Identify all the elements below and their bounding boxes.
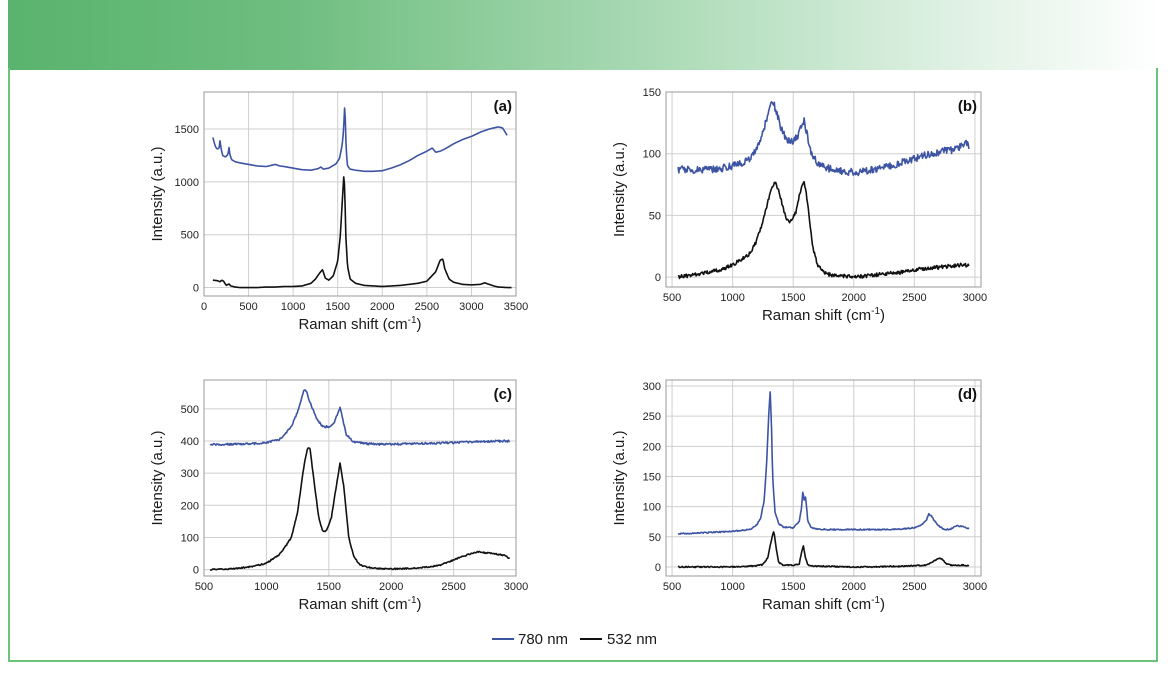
- panel-label: (a): [494, 98, 512, 115]
- x-tick-label: 2500: [902, 292, 926, 304]
- x-tick-label: 3000: [504, 581, 528, 593]
- y-tick-label: 300: [181, 468, 199, 480]
- x-tick-label: 0: [201, 301, 207, 313]
- legend: 780 nm 532 nm: [492, 631, 657, 648]
- series-line-780nm: [209, 389, 510, 447]
- plot-frame: [665, 379, 982, 577]
- y-tick-label: 100: [643, 502, 661, 514]
- x-tick-label: 2500: [415, 301, 439, 313]
- series-line-780nm: [677, 391, 970, 536]
- x-tick-label: 1500: [317, 581, 341, 593]
- y-tick-label: 500: [181, 404, 199, 416]
- header-banner: [8, 0, 1160, 70]
- x-tick-label: 1000: [720, 581, 744, 593]
- chart-panel-b: 500 1000 1500 2000 2500 3000 0 50 100 150 Raman sh…: [611, 87, 987, 324]
- legend-label-532: 532 nm: [607, 631, 657, 648]
- y-tick-label: 150: [643, 87, 661, 99]
- panel-label: (b): [958, 98, 977, 115]
- y-axis-label: Intensity (a.u.): [149, 430, 166, 525]
- x-axis-label: Raman shift (cm-1): [298, 595, 421, 613]
- x-tick-label: 1500: [781, 581, 805, 593]
- x-tick-label: 2000: [379, 581, 403, 593]
- series-line-780nm: [212, 107, 508, 173]
- series-line-532nm: [677, 180, 970, 280]
- series-line-532nm: [212, 176, 512, 289]
- y-tick-label: 150: [643, 471, 661, 483]
- x-tick-label: 3000: [963, 581, 987, 593]
- chart-panels: 0 500 1000 1500 2000 2500 3000 3500050010001500…: [149, 87, 987, 613]
- x-tick-label: 1000: [254, 581, 278, 593]
- x-axis-label: Raman shift (cm-1): [762, 306, 885, 324]
- x-tick-label: 3000: [963, 292, 987, 304]
- plot-frame: [665, 91, 982, 288]
- x-axis-label: Raman shift (cm-1): [762, 595, 885, 613]
- y-tick-label: 100: [181, 532, 199, 544]
- x-tick-label: 1500: [781, 292, 805, 304]
- y-tick-label: 300: [643, 381, 661, 393]
- x-tick-label: 2000: [842, 581, 866, 593]
- y-tick-label: 1000: [175, 177, 199, 189]
- y-tick-label: 0: [655, 272, 661, 284]
- y-axis-label: Intensity (a.u.): [611, 430, 628, 525]
- x-axis-label: Raman shift (cm-1): [298, 315, 421, 333]
- x-tick-label: 2000: [842, 292, 866, 304]
- panel-label: (c): [494, 386, 512, 403]
- y-tick-label: 0: [655, 562, 661, 574]
- y-tick-label: 400: [181, 436, 199, 448]
- x-tick-label: 3000: [459, 301, 483, 313]
- series-line-532nm: [677, 531, 970, 569]
- chart-panel-a: 0 500 1000 1500 2000 2500 3000 3500 0 500 1000 1500…: [149, 91, 528, 333]
- plot-frame: [203, 379, 517, 577]
- plot-frame: [203, 91, 517, 297]
- legend-label-780: 780 nm: [518, 631, 568, 648]
- x-tick-label: 3500: [504, 301, 528, 313]
- y-axis-label: Intensity (a.u.): [611, 142, 628, 237]
- x-tick-label: 500: [663, 292, 681, 304]
- y-tick-label: 500: [181, 230, 199, 242]
- x-tick-label: 500: [195, 581, 213, 593]
- x-tick-label: 1000: [720, 292, 744, 304]
- y-tick-label: 50: [649, 532, 661, 544]
- y-tick-label: 0: [193, 283, 199, 295]
- figure-frame: [8, 68, 1158, 662]
- series-line-780nm: [677, 101, 970, 177]
- x-tick-label: 1000: [281, 301, 305, 313]
- x-tick-label: 2500: [902, 581, 926, 593]
- chart-panel-c: 500 1000 1500 2000 2500 3000 0 100 200 300 400 500 R…: [149, 379, 528, 613]
- x-tick-label: 1500: [325, 301, 349, 313]
- y-tick-label: 50: [649, 210, 661, 222]
- y-tick-label: 0: [193, 565, 199, 577]
- x-tick-label: 500: [663, 581, 681, 593]
- y-tick-label: 1500: [175, 124, 199, 136]
- panel-label: (d): [958, 386, 977, 403]
- y-tick-label: 200: [643, 441, 661, 453]
- y-tick-label: 100: [643, 149, 661, 161]
- x-tick-label: 500: [239, 301, 257, 313]
- x-tick-label: 2000: [370, 301, 394, 313]
- x-tick-label: 2500: [441, 581, 465, 593]
- chart-panel-d: 500 1000 1500 2000 2500 3000 0 50 100 150 200 250 30…: [611, 379, 987, 613]
- y-axis-label: Intensity (a.u.): [149, 146, 166, 241]
- y-tick-label: 200: [181, 500, 199, 512]
- y-tick-label: 250: [643, 411, 661, 423]
- series-line-532nm: [209, 447, 510, 571]
